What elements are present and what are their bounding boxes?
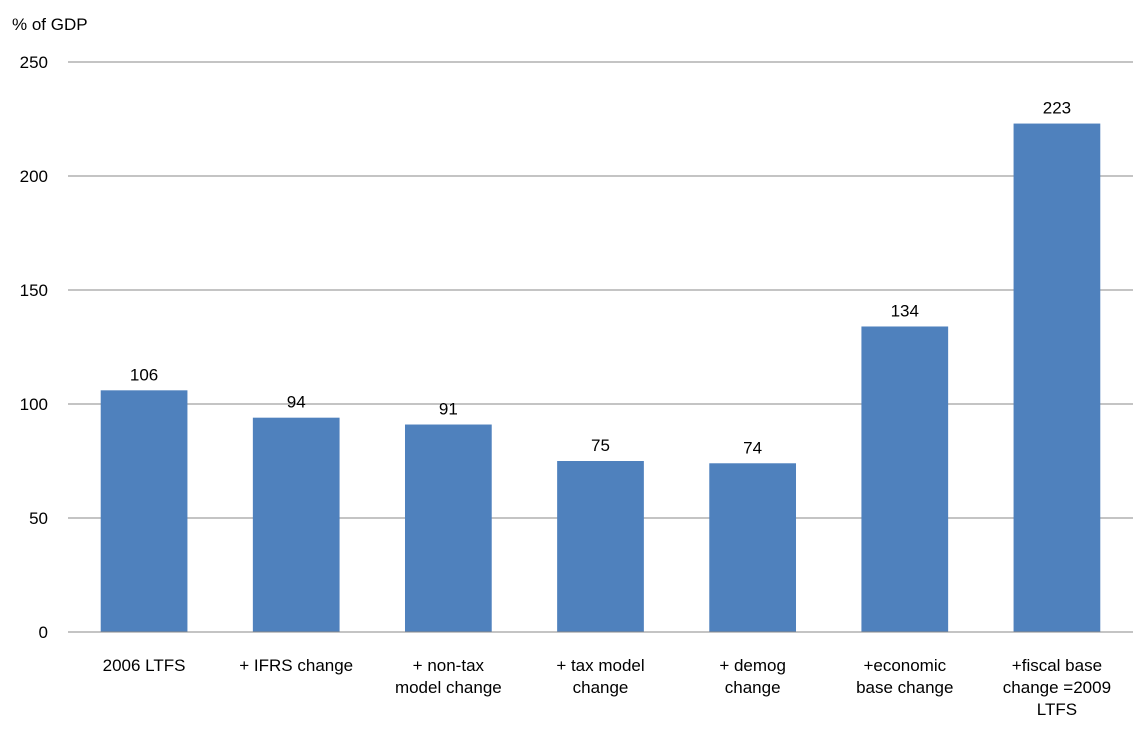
data-label: 94 xyxy=(287,393,306,412)
gridlines xyxy=(68,61,1133,519)
bar xyxy=(709,463,797,632)
y-tick-label: 150 xyxy=(20,281,48,300)
y-tick-labels: 0 50 100 150 200 250 xyxy=(20,53,48,642)
y-tick-label: 50 xyxy=(29,509,48,528)
y-tick-label: 250 xyxy=(20,53,48,72)
bar xyxy=(1013,123,1101,632)
data-labels: 106 94 91 75 74 134 223 xyxy=(130,99,1071,458)
category-label: 2006 LTFS xyxy=(103,656,186,675)
data-label: 134 xyxy=(891,301,919,320)
y-tick-label: 0 xyxy=(39,623,48,642)
y-tick-label: 200 xyxy=(20,167,48,186)
data-label: 74 xyxy=(743,438,762,457)
bar xyxy=(861,326,949,632)
data-label: 223 xyxy=(1043,99,1071,118)
bar xyxy=(404,424,492,632)
category-label: + non-tax model change xyxy=(395,656,502,697)
category-label: +fiscal base change =2009 LTFS xyxy=(1003,656,1111,719)
y-axis-label: % of GDP xyxy=(12,15,88,34)
bar xyxy=(557,461,644,632)
bar xyxy=(252,417,340,632)
data-label: 91 xyxy=(439,400,458,419)
category-label: + tax model change xyxy=(556,656,644,697)
data-label: 75 xyxy=(591,436,610,455)
category-label: +economic base change xyxy=(856,656,953,697)
bars xyxy=(100,123,1101,632)
data-label: 106 xyxy=(130,365,158,384)
category-label: + IFRS change xyxy=(239,656,353,675)
y-tick-label: 100 xyxy=(20,395,48,414)
bar xyxy=(100,390,188,632)
x-tick-labels: 2006 LTFS + IFRS change + non-tax model cha… xyxy=(103,656,1111,719)
category-label: + demog change xyxy=(719,656,786,697)
